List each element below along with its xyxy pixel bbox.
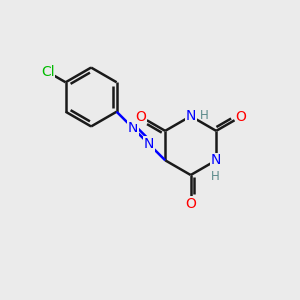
Text: H: H [211, 170, 220, 183]
Text: O: O [236, 110, 246, 124]
Text: O: O [185, 196, 196, 211]
Text: Cl: Cl [41, 65, 55, 79]
Text: N: N [185, 109, 196, 123]
Text: O: O [135, 110, 146, 124]
Text: N: N [128, 121, 138, 135]
Text: N: N [211, 153, 221, 167]
Text: N: N [144, 137, 154, 151]
Text: H: H [200, 109, 208, 122]
